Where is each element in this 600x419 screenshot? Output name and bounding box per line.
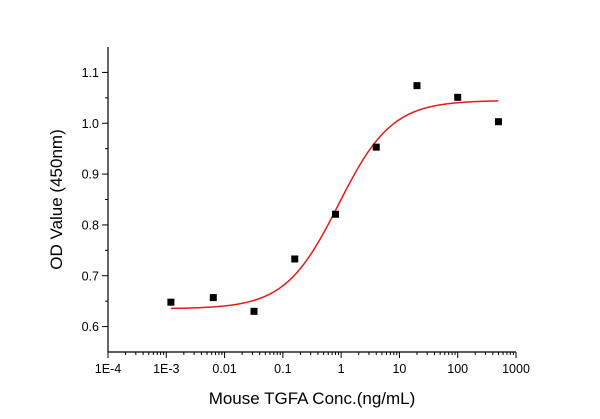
data-point <box>454 93 462 101</box>
x-tick-label: 0.1 <box>274 362 291 376</box>
fit-curve-layer <box>170 100 499 310</box>
x-tick-label: 0.01 <box>212 362 236 376</box>
x-tick-label: 1E-4 <box>95 362 121 376</box>
fit-curve <box>170 100 499 310</box>
y-tick-label: 1.0 <box>82 117 99 131</box>
data-point <box>209 294 217 302</box>
x-tick-label: 10 <box>392 362 406 376</box>
data-point <box>372 143 380 151</box>
axes <box>107 47 516 353</box>
y-axis-title: OD Value (450nm) <box>47 129 66 269</box>
data-point <box>167 298 175 306</box>
data-point <box>413 82 421 90</box>
data-markers <box>167 82 502 315</box>
y-tick-label: 0.9 <box>82 168 99 182</box>
x-tick-label: 1E-3 <box>153 362 179 376</box>
data-point <box>250 307 258 315</box>
x-axis-ticks: 1E-4 1E-3 0.01 0.1 1 10 100 1000 <box>95 352 530 376</box>
x-tick-label: 1 <box>338 362 345 376</box>
data-point <box>494 118 502 126</box>
x-tick-label: 1000 <box>502 362 530 376</box>
y-axis-ticks: 0.6 0.7 0.8 0.9 1.0 1.1 <box>82 66 108 334</box>
y-tick-label: 0.7 <box>82 269 99 283</box>
x-axis-title: Mouse TGFA Conc.(ng/mL) <box>209 389 416 408</box>
data-point <box>331 210 339 218</box>
y-tick-label: 1.1 <box>82 66 99 80</box>
x-tick-label: 100 <box>447 362 468 376</box>
y-tick-label: 0.8 <box>82 218 99 232</box>
y-tick-label: 0.6 <box>82 320 99 334</box>
data-point <box>291 255 299 263</box>
